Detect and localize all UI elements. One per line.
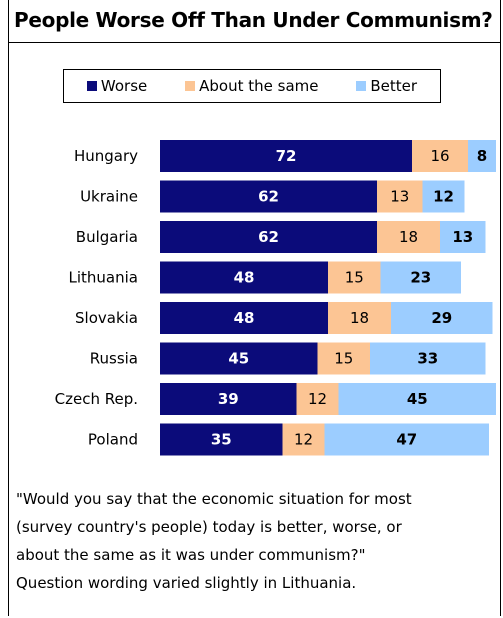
category-label: Russia (90, 350, 138, 368)
data-label-worse: 62 (258, 228, 279, 246)
bar-same (328, 302, 391, 334)
legend-swatch-better (356, 81, 367, 91)
data-label-same: 12 (294, 431, 313, 449)
left-tick (8, 473, 13, 477)
data-label-worse: 72 (276, 147, 297, 165)
bar-worse (160, 342, 318, 375)
data-label-worse: 39 (218, 390, 239, 408)
data-label-better: 29 (431, 309, 452, 327)
note-line: (survey country's people) today is bette… (16, 518, 402, 536)
data-label-worse: 48 (234, 269, 255, 287)
legend-label-worse: Worse (100, 77, 148, 95)
legend-swatch-worse (86, 81, 97, 91)
data-label-worse: 48 (234, 309, 255, 327)
bar-better (370, 342, 486, 375)
bar-worse (160, 261, 328, 294)
bar-same (317, 342, 370, 375)
bar-better (324, 423, 489, 456)
legend: Worse About the same Better (63, 69, 441, 103)
data-label-better: 33 (417, 350, 438, 368)
question-note: "Would you say that the economic situati… (16, 485, 486, 597)
bar-worse (160, 140, 412, 172)
data-label-same: 18 (350, 309, 369, 327)
data-label-same: 12 (308, 390, 327, 408)
category-label: Bulgaria (76, 228, 138, 246)
bar-same (377, 180, 423, 213)
category-label: Czech Rep. (55, 390, 138, 408)
legend-item-better: Better (356, 77, 417, 95)
bar-worse (160, 383, 297, 415)
legend-label-better: Better (370, 77, 418, 95)
data-label-worse: 62 (258, 188, 279, 206)
data-label-better: 13 (452, 228, 473, 246)
bar-same (412, 140, 468, 172)
bar-same (296, 383, 339, 415)
bar-better (440, 221, 486, 253)
bar-chart: Hungary 72 16 8 Ukraine 62 13 12 Bulgaria 62 18 13 L… (55, 140, 496, 456)
category-label: Ukraine (80, 188, 138, 206)
bar-better (338, 383, 496, 415)
data-label-same: 13 (390, 188, 409, 206)
legend-swatch-same (185, 81, 196, 91)
category-label: Poland (88, 431, 138, 449)
bar-same (328, 261, 381, 294)
bar-worse (160, 180, 377, 213)
note-line: Question wording varied slightly in Lith… (16, 574, 357, 592)
data-label-worse: 45 (228, 350, 249, 368)
bar-worse (160, 423, 283, 456)
data-label-same: 15 (334, 350, 353, 368)
data-label-better: 12 (433, 188, 454, 206)
bar-same (282, 423, 325, 456)
legend-item-same: About the same (185, 77, 318, 95)
category-label: Hungary (74, 147, 138, 165)
data-label-better: 23 (410, 269, 431, 287)
legend-item-worse: Worse (86, 77, 148, 95)
bar-better (468, 140, 496, 172)
data-label-better: 47 (396, 431, 417, 449)
title-divider (9, 42, 500, 43)
category-label: Slovakia (75, 309, 138, 327)
chart-title: People Worse Off Than Under Communism? (14, 8, 493, 32)
data-label-better: 45 (407, 390, 428, 408)
data-label-worse: 35 (211, 431, 232, 449)
note-line: about the same as it was under communism… (16, 546, 366, 564)
category-label: Lithuania (69, 269, 138, 287)
legend-label-same: About the same (199, 77, 319, 95)
bar-better (391, 302, 493, 334)
data-label-same: 18 (399, 228, 418, 246)
chart-frame (8, 0, 501, 616)
bar-same (377, 221, 440, 253)
bar-worse (160, 302, 328, 334)
note-line: "Would you say that the economic situati… (16, 490, 412, 508)
data-label-better: 8 (477, 147, 487, 165)
bar-better (380, 261, 461, 294)
data-label-same: 16 (430, 147, 449, 165)
bar-worse (160, 221, 377, 253)
bar-better (422, 180, 465, 213)
data-label-same: 15 (345, 269, 364, 287)
